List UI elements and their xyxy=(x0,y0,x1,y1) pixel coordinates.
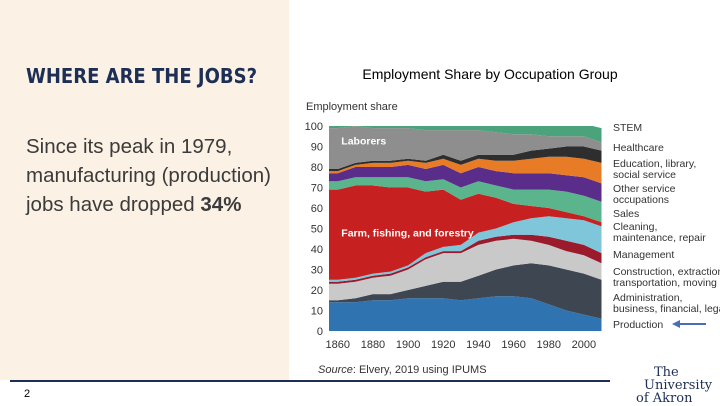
y-tick-label: 70 xyxy=(311,183,323,195)
y-tick-label: 50 xyxy=(311,224,323,236)
area-healthcare xyxy=(329,156,602,184)
y-tick-label: 10 xyxy=(311,306,323,318)
x-tick-label: 2000 xyxy=(572,339,596,351)
y-tick-label: 20 xyxy=(311,285,323,297)
y-tick-label: 100 xyxy=(305,121,323,133)
x-tick-label: 1860 xyxy=(326,339,350,351)
area-management xyxy=(329,234,602,284)
legend-entry: Administration, business, financial, lega… xyxy=(613,292,720,315)
production-arrowhead xyxy=(672,320,680,328)
y-tick-label: 40 xyxy=(311,244,323,256)
area-cleaning-maintenance-repair xyxy=(329,216,602,282)
logo-line-university: University xyxy=(644,378,713,393)
area-laborers xyxy=(329,126,602,169)
y-tick-label: 0 xyxy=(317,326,323,338)
annotation-laborers: Laborers xyxy=(341,135,386,147)
source-label: Source xyxy=(318,364,353,376)
y-tick-label: 80 xyxy=(311,162,323,174)
legend-entry: Production xyxy=(613,319,663,331)
area-sales xyxy=(329,185,602,280)
area-stack xyxy=(329,126,602,331)
area-top xyxy=(329,126,602,143)
legend-entry: STEM xyxy=(613,122,642,134)
footer-divider xyxy=(10,380,610,382)
legend-entry: Other service occupations xyxy=(613,183,676,206)
area-other-service-occupations xyxy=(329,177,602,223)
body-text-emphasis: 34% xyxy=(200,193,242,216)
x-tick-label: 1900 xyxy=(396,339,420,351)
legend-entry: Sales xyxy=(613,208,639,220)
body-text: Since its peak in 1979, manufacturing (p… xyxy=(26,132,281,219)
slide-title: WHERE ARE THE JOBS? xyxy=(26,64,258,88)
legend-entry: Construction, extraction, transportation,… xyxy=(613,266,720,289)
area-administration-business-financial-legal xyxy=(329,263,602,319)
x-tick-label: 1940 xyxy=(466,339,490,351)
x-tick-label: 1960 xyxy=(501,339,525,351)
logo-line-the: The xyxy=(654,365,679,380)
body-text-main: Since its peak in 1979, manufacturing (p… xyxy=(26,135,271,216)
university-logo: The University of Akron xyxy=(636,366,712,405)
area-stem xyxy=(329,146,602,172)
chart-title: Employment Share by Occupation Group xyxy=(362,66,618,82)
left-panel xyxy=(0,0,289,380)
area-production xyxy=(329,296,602,331)
x-tick-label: 1920 xyxy=(431,339,455,351)
area-construction-extraction-transportation-moving xyxy=(329,238,602,301)
legend-entry: Education, library, social service xyxy=(613,158,696,181)
area-education-library-social-service xyxy=(329,164,602,202)
x-tick-label: 1880 xyxy=(361,339,385,351)
legend-entry: Management xyxy=(613,249,674,261)
y-tick-label: 90 xyxy=(311,142,323,154)
legend-entry: Healthcare xyxy=(613,142,664,154)
source-text: : Elvery, 2019 using IPUMS xyxy=(352,364,487,376)
y-axis-label: Employment share xyxy=(306,101,398,113)
legend-entry: Cleaning, maintenance, repair xyxy=(613,221,706,244)
y-tick-label: 30 xyxy=(311,265,323,277)
source-note: Source: Elvery, 2019 using IPUMS xyxy=(318,364,487,376)
employment-share-chart: Employment share 0 10 20 30 40 50 60 70 80 90 100 18… xyxy=(305,101,720,351)
annotation-farm: Farm, fishing, and forestry xyxy=(341,228,474,240)
page-number: 2 xyxy=(24,388,31,400)
x-tick-label: 1980 xyxy=(537,339,561,351)
logo-line-akron: of Akron xyxy=(636,391,693,406)
y-tick-label: 60 xyxy=(311,203,323,215)
